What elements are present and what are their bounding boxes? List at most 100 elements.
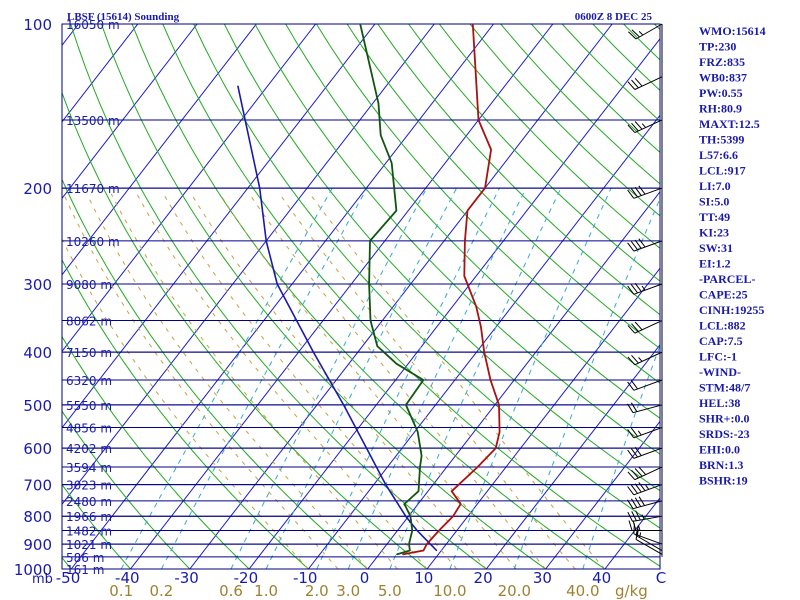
wind-barb <box>628 520 663 532</box>
mixing-ratio-label: 40.0 <box>566 582 599 600</box>
dry-adiabat-line <box>62 178 369 569</box>
dry-adiabat-line <box>285 24 660 419</box>
dry-adiabat-line <box>62 335 250 569</box>
wind-barb <box>635 529 663 555</box>
pressure-tick-label: 700 <box>23 477 52 495</box>
wind-barb <box>627 185 663 199</box>
stability-index-value: L57:6.6 <box>699 148 738 162</box>
dry-adiabat-line <box>100 24 547 569</box>
stability-index-value: BRN:1.3 <box>699 458 743 472</box>
dewpoint-trace-point <box>380 134 382 136</box>
dewpoint-trace-point <box>419 466 421 468</box>
temperature-trace-point <box>483 351 485 353</box>
mixing-ratio-label: 0.6 <box>219 582 243 600</box>
chart-title: LBSF (15614) Sounding <box>67 11 180 23</box>
stability-index-value: LCL:882 <box>699 319 746 333</box>
isotherm-line <box>62 24 139 123</box>
dry-adiabat-line <box>408 24 660 282</box>
parcel-trace-point <box>365 447 368 449</box>
moist-adiabat-line <box>249 193 546 569</box>
stability-index-value: SI:5.0 <box>699 195 729 209</box>
wind-barb <box>627 402 663 414</box>
dewpoint-trace-point <box>403 503 405 505</box>
mixing-ratio-line <box>160 187 368 569</box>
mixing-ratio-label: 2.0 <box>305 582 329 600</box>
temperature-tick-label: 40 <box>592 569 611 587</box>
stability-index-value: -PARCEL- <box>699 272 755 286</box>
height-level-label: 1021 m <box>66 538 112 552</box>
dewpoint-trace-point <box>359 24 361 25</box>
moist-adiabat-line <box>163 193 457 569</box>
temperature-trace-point <box>498 404 500 406</box>
stability-index-value: TT:49 <box>699 210 730 224</box>
dewpoint-trace-point <box>391 162 393 164</box>
dry-adiabat-line <box>254 24 660 455</box>
wind-barb <box>627 320 663 334</box>
wind-barb <box>627 446 663 459</box>
stability-index-value: MAXT:12.5 <box>699 117 760 131</box>
stability-index-value: TP:230 <box>699 40 736 54</box>
dry-adiabat-line <box>162 24 660 567</box>
mixing-ratio-label: 10.0 <box>433 582 466 600</box>
temperature-tick-label: 0 <box>360 569 370 587</box>
stability-index-value: HEL:38 <box>699 396 740 410</box>
temperature-trace-point <box>472 24 474 25</box>
moist-adiabat-line <box>62 237 309 569</box>
temperature-tick-label: C <box>656 569 666 587</box>
isotherm-line <box>70 24 494 569</box>
dry-adiabat-line <box>70 24 488 569</box>
stability-index-value: SRDS:-23 <box>699 427 750 441</box>
isotherm-line <box>485 344 660 569</box>
wind-barb <box>627 238 663 252</box>
temperature-trace-point <box>463 275 465 277</box>
height-level-label: 586 m <box>66 551 104 565</box>
dry-adiabat-line <box>131 24 606 569</box>
temperature-trace-point <box>466 210 469 212</box>
dry-adiabat-line <box>346 24 660 350</box>
dewpoint-trace-point <box>369 319 372 322</box>
stability-index-value: LI:7.0 <box>699 179 731 193</box>
mixing-ratio-line <box>120 187 333 569</box>
height-level-label: 6320 m <box>66 374 112 388</box>
dry-adiabat-line <box>62 258 310 569</box>
temperature-trace-point <box>490 149 492 151</box>
mixing-ratio-label: 0.2 <box>149 582 173 600</box>
parcel-trace-point <box>237 85 239 87</box>
height-level-label: 16050 m <box>66 18 120 32</box>
stability-index-value: LCL:917 <box>699 164 746 178</box>
stability-index-value: BSHR:19 <box>699 474 748 488</box>
moist-adiabat-line <box>190 193 487 569</box>
wind-barb <box>627 482 663 496</box>
height-level-label: 8062 m <box>66 315 112 329</box>
dewpoint-trace-point <box>405 404 407 406</box>
height-level-label: 11670 m <box>66 182 120 196</box>
temperature-trace-point <box>480 326 482 328</box>
chart-text: LBSF (15614) Sounding 0600Z 8 DEC 25 mb … <box>14 11 666 600</box>
isotherm-line <box>62 24 257 276</box>
dewpoint-trace-point <box>409 515 411 517</box>
mixing-ratio-label: 5.0 <box>378 582 402 600</box>
wind-barb <box>627 379 663 391</box>
parcel-trace-point <box>265 240 267 242</box>
wind-barb <box>628 23 663 40</box>
parcel-trace-point <box>436 549 438 552</box>
pressure-tick-label: 500 <box>23 397 52 415</box>
stability-index-value: CAP:7.5 <box>699 334 743 348</box>
stability-index-value: EI:1.2 <box>699 257 731 271</box>
height-level-label: 1482 m <box>66 525 112 539</box>
isotherm-line <box>0 24 19 569</box>
stability-index-value: WB0:837 <box>699 71 747 85</box>
wind-barb <box>627 282 663 295</box>
plot-frame <box>61 23 661 570</box>
temperature-trace-point <box>477 466 479 468</box>
dewpoint-trace-point <box>421 455 423 457</box>
height-level-label: 4202 m <box>66 442 112 456</box>
temperature-trace-point <box>402 553 404 556</box>
temperature-trace-point <box>451 490 453 492</box>
stability-index-value: -WIND- <box>699 365 741 379</box>
isotherm-line <box>130 24 554 569</box>
mixing-ratio-label: 20.0 <box>498 582 531 600</box>
dry-adiabat-line <box>62 410 191 569</box>
